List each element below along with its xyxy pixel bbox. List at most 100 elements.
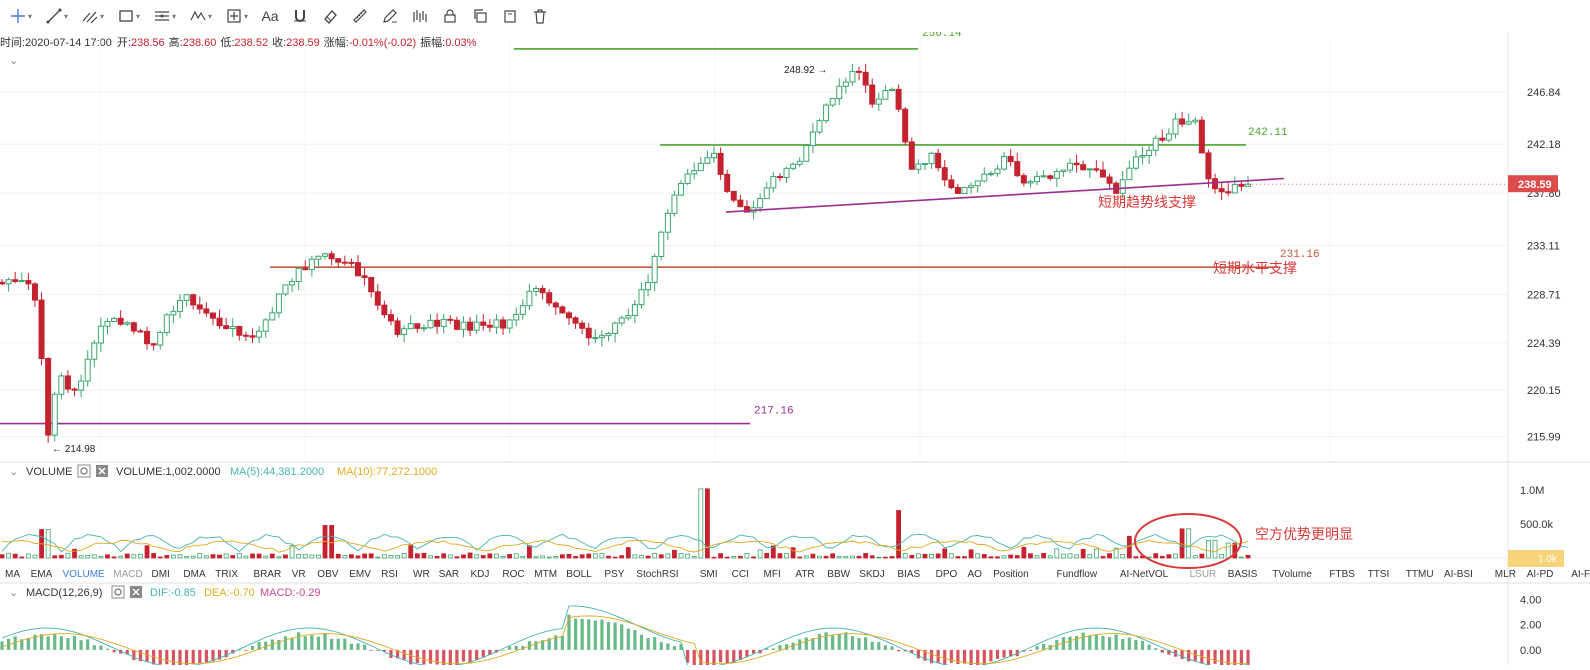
wave-pattern-tool-icon[interactable]: ▾: [186, 2, 216, 30]
candle-body: [1053, 171, 1060, 179]
chart-area[interactable]: 时间:2020-07-14 17:00 开:238.56 高:238.60 低:238…: [0, 28, 1590, 670]
macd-bar: [1220, 649, 1224, 667]
dropdown-caret-icon[interactable]: ▾: [27, 11, 32, 21]
indicator-tab-atr[interactable]: ATR: [795, 569, 814, 580]
pencil-tool-icon[interactable]: [378, 2, 402, 30]
candle-body: [1073, 162, 1080, 166]
indicator-tab-roc[interactable]: ROC: [502, 569, 524, 580]
candle-body: [651, 255, 658, 283]
indicator-tab-ttsi[interactable]: TTSI: [1368, 569, 1390, 580]
dropdown-caret-icon[interactable]: ▾: [135, 11, 140, 21]
candle-body: [1179, 118, 1186, 125]
price-tick-label: 220.15: [1527, 385, 1561, 397]
indicator-tab-dpo[interactable]: DPO: [936, 569, 958, 580]
lock-tool-icon[interactable]: [438, 2, 462, 30]
indicator-tab-ttmu[interactable]: TTMU: [1406, 569, 1434, 580]
indicator-tab-dmi[interactable]: DMI: [152, 569, 170, 580]
indicator-tab-vr[interactable]: VR: [292, 569, 306, 580]
candle-body: [328, 253, 335, 260]
macd-bar: [290, 637, 294, 650]
indicator-tab-lsur[interactable]: LSUR: [1190, 569, 1217, 580]
volume-bar: [770, 545, 776, 559]
indicator-tab-cci[interactable]: CCI: [732, 569, 749, 580]
rectangle-tool-icon[interactable]: ▾: [114, 2, 144, 30]
volume-chevron-icon[interactable]: ⌄: [9, 466, 18, 478]
macd-bar: [231, 649, 235, 654]
indicator-tab-emv[interactable]: EMV: [349, 569, 371, 580]
candle-body: [97, 325, 104, 344]
indicator-tab-tvolume[interactable]: TVolume: [1272, 569, 1312, 580]
indicator-tab-dma[interactable]: DMA: [183, 569, 206, 580]
magnet-tool-icon[interactable]: [288, 2, 312, 30]
copy-tool-icon[interactable]: [468, 2, 492, 30]
indicator-tab-fundflow[interactable]: Fundflow: [1057, 569, 1098, 580]
indicator-tab-ai-pd[interactable]: AI-PD: [1527, 569, 1554, 580]
eraser-tool-icon[interactable]: [318, 2, 342, 30]
multi-line-tool-icon[interactable]: ▾: [78, 2, 108, 30]
indicator-tab-ai-fdi[interactable]: AI-FDI: [1571, 569, 1590, 580]
chart-svg[interactable]: 时间:2020-07-14 17:00 开:238.56 高:238.60 低:238…: [0, 28, 1590, 669]
indicator-tab-ai-bsi[interactable]: AI-BSI: [1444, 569, 1473, 580]
indicator-tab-obv[interactable]: OBV: [317, 569, 338, 580]
indicator-tab-ai-netvol[interactable]: AI-NetVOL: [1120, 569, 1169, 580]
indicator-tab-mlr[interactable]: MLR: [1495, 569, 1516, 580]
hide-tool-icon[interactable]: [498, 2, 522, 30]
indicator-tab-kdj[interactable]: KDJ: [471, 569, 490, 580]
indicator-tab-ftbs[interactable]: FTBS: [1329, 569, 1355, 580]
indicator-tab-bias[interactable]: BIAS: [897, 569, 920, 580]
indicator-tab-sar[interactable]: SAR: [439, 569, 460, 580]
collapse-chevron-icon[interactable]: ⌄: [9, 55, 18, 67]
indicator-tab-brar[interactable]: BRAR: [254, 569, 282, 580]
indicator-tab-position[interactable]: Position: [993, 569, 1029, 580]
delete-tool-icon[interactable]: [528, 2, 552, 30]
candle-body: [1060, 169, 1067, 173]
ruler-tool-icon[interactable]: [348, 2, 372, 30]
volume-settings-icon[interactable]: [77, 464, 91, 478]
indicator-tab-macd[interactable]: MACD: [113, 569, 142, 580]
indicator-tab-smi[interactable]: SMI: [700, 569, 718, 580]
dropdown-caret-icon[interactable]: ▾: [63, 11, 68, 21]
crosshair-tool-icon[interactable]: ▾: [6, 2, 36, 30]
dropdown-caret-icon[interactable]: ▾: [207, 11, 212, 21]
candle-body: [71, 388, 78, 391]
macd-settings-icon[interactable]: [111, 585, 125, 599]
indicator-tab-volume[interactable]: VOLUME: [63, 569, 106, 580]
trend-line-tool-icon[interactable]: ▾: [42, 2, 72, 30]
macd-bar: [534, 641, 538, 650]
volume-bar: [1206, 539, 1211, 559]
text-tool-icon[interactable]: Aa: [258, 2, 282, 30]
horizontal-lines-tool-icon[interactable]: ▾: [150, 2, 180, 30]
indicator-tab-mtm[interactable]: MTM: [534, 569, 557, 580]
dropdown-caret-icon[interactable]: ▾: [171, 11, 176, 21]
indicator-tab-basis[interactable]: BASIS: [1228, 569, 1258, 580]
indicator-tab-boll[interactable]: BOLL: [566, 569, 592, 580]
indicator-tab-trix[interactable]: TRIX: [215, 569, 238, 580]
ticks-tool-icon[interactable]: [408, 2, 432, 30]
indicator-tab-ema[interactable]: EMA: [31, 569, 53, 580]
macd-close-icon[interactable]: [130, 586, 142, 598]
indicator-tab-psy[interactable]: PSY: [604, 569, 624, 580]
macd-bar: [593, 620, 597, 650]
macd-bar: [883, 645, 888, 650]
macd-bar: [362, 644, 367, 650]
trendline-group[interactable]: [725, 177, 1285, 213]
indicator-tab-stochrsi[interactable]: StochRSI: [636, 569, 678, 580]
indicator-tab-ma[interactable]: MA: [5, 569, 20, 580]
indicator-tab-wr[interactable]: WR: [413, 569, 430, 580]
volume-bar: [1021, 546, 1027, 559]
indicator-tab-mfi[interactable]: MFI: [764, 569, 781, 580]
dropdown-caret-icon[interactable]: ▾: [243, 11, 248, 21]
macd-bar: [39, 634, 44, 650]
volume-close-icon[interactable]: [96, 465, 108, 477]
dropdown-caret-icon[interactable]: ▾: [99, 11, 104, 21]
candle-body: [480, 321, 487, 326]
macd-tick-label: 2.00: [1520, 620, 1541, 632]
macd-chevron-icon[interactable]: ⌄: [9, 587, 18, 599]
info-open: 238.56: [131, 37, 165, 49]
indicator-tab-bbw[interactable]: BBW: [827, 569, 850, 580]
measure-tool-icon[interactable]: ▾: [222, 2, 252, 30]
indicator-tab-skdj[interactable]: SKDJ: [859, 569, 885, 580]
indicator-tab-rsi[interactable]: RSI: [381, 569, 398, 580]
indicator-tab-ao[interactable]: AO: [968, 569, 983, 580]
